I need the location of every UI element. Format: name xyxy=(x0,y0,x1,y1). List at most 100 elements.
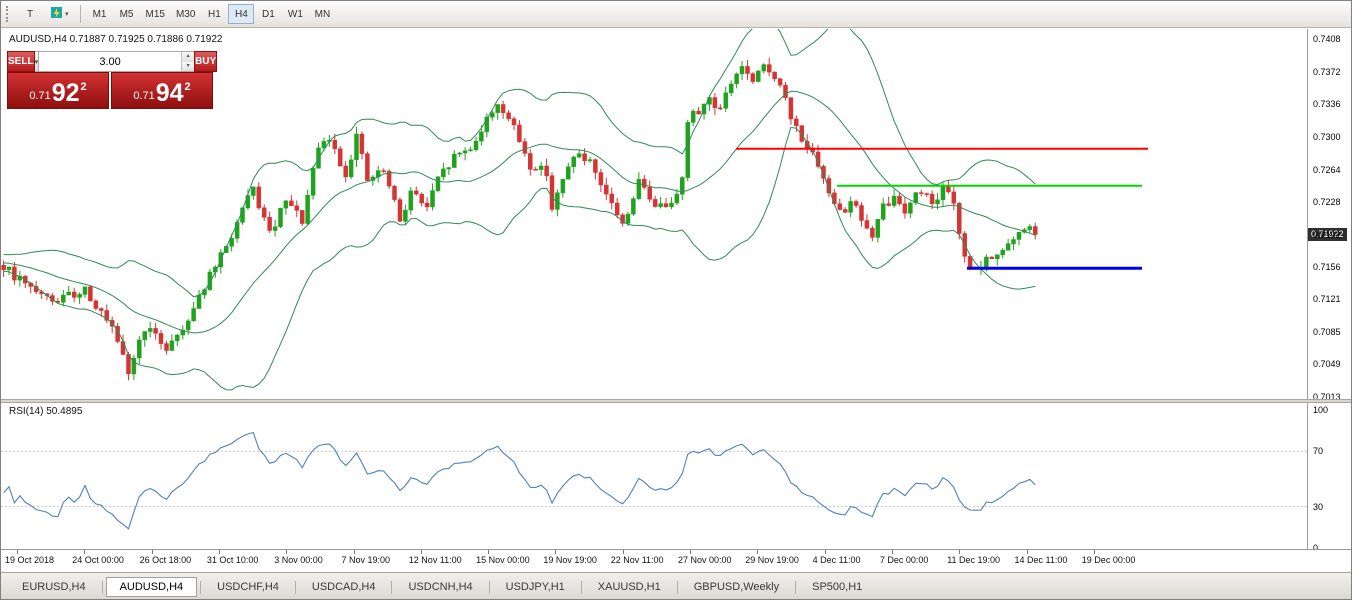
sell-price-big: 92 xyxy=(51,79,80,107)
price-axis-label: 0.7228 xyxy=(1313,197,1341,208)
rsi-axis-label: 0 xyxy=(1313,543,1319,553)
rsi-panel[interactable]: RSI(14) 50.4895 100 70 30 0 xyxy=(1,403,1351,553)
symbol-tab-usdcad-h4[interactable]: USDCAD,H4 xyxy=(311,581,376,593)
time-axis-label: 4 Dec 11:00 xyxy=(812,550,861,565)
tab-separator xyxy=(580,580,582,594)
time-axis-label: 7 Dec 00:00 xyxy=(879,550,929,565)
timeframe-button-m30[interactable]: M30 xyxy=(175,8,196,20)
text-tool-button[interactable]: T xyxy=(26,8,34,20)
drawing-tools-button[interactable]: ▾ xyxy=(45,4,74,24)
symbol-tab-gbpusd-weekly[interactable]: GBPUSD,Weekly xyxy=(693,581,780,593)
rsi-indicator-label: RSI(14) 50.4895 xyxy=(9,406,83,417)
sell-price-pipette: 2 xyxy=(80,81,87,93)
symbol-tab-usdchf-h4[interactable]: USDCHF,H4 xyxy=(217,581,279,593)
timeframe-button-d1[interactable]: D1 xyxy=(262,8,275,20)
timeframe-button-m1[interactable]: M1 xyxy=(92,8,107,20)
timeframe-button-h4[interactable]: H4 xyxy=(228,4,255,24)
rsi-line xyxy=(3,431,1036,530)
tab-separator xyxy=(391,580,393,594)
time-axis-label: 7 Nov 19:00 xyxy=(341,550,391,565)
price-chart-panel[interactable]: AUDUSD,H4 0.71887 0.71925 0.71886 0.7192… xyxy=(1,29,1351,402)
price-axis-label: 0.7156 xyxy=(1313,262,1341,273)
time-axis-label: 19 Dec 00:00 xyxy=(1081,550,1136,565)
one-click-trading-panel: SELL ▾ ▴ ▾ BUY 0.71 92 2 0.7 xyxy=(7,51,218,109)
timeframe-button-m15[interactable]: M15 xyxy=(145,8,165,20)
price-axis-label: 0.7372 xyxy=(1313,66,1341,77)
price-axis-label: 0.7085 xyxy=(1313,326,1341,337)
tab-separator xyxy=(101,580,103,594)
rsi-axis-label: 30 xyxy=(1313,501,1324,512)
price-axis-label: 0.7013 xyxy=(1313,392,1341,402)
timeframe-buttons: M1 M5 M15 M30 H1 H4 D1 W1 MN xyxy=(87,4,336,24)
candlesticks-layer xyxy=(1,57,1038,381)
rsi-axis-label: 70 xyxy=(1313,446,1324,457)
volume-down-button[interactable]: ▾ xyxy=(182,61,195,71)
time-axis-label: 15 Nov 00:00 xyxy=(476,550,530,565)
current-price-tag: 0.71922 xyxy=(1308,227,1347,241)
price-axis-label: 0.7300 xyxy=(1313,131,1341,142)
price-axis-label: 0.7121 xyxy=(1313,294,1341,305)
rsi-svg xyxy=(1,403,1351,549)
chart-ohlc-title: AUDUSD,H4 0.71887 0.71925 0.71886 0.7192… xyxy=(9,34,223,45)
volume-field: ▴ ▾ xyxy=(39,51,195,72)
symbol-tab-bar: EURUSD,H4 AUDUSD,H4 USDCHF,H4 USDCAD,H4 USDC… xyxy=(1,572,1351,599)
tab-separator xyxy=(294,580,296,594)
time-axis-label: 27 Nov 00:00 xyxy=(678,550,732,565)
buy-price-prefix: 0.71 xyxy=(133,90,155,102)
symbol-tab-sp500-h1[interactable]: SP500,H1 xyxy=(812,581,863,593)
volume-stepper: ▴ ▾ xyxy=(181,52,195,71)
buy-price-button[interactable]: 0.71 94 2 xyxy=(111,72,213,109)
symbol-tab-usdcnh-h4[interactable]: USDCNH,H4 xyxy=(408,581,473,593)
symbol-tab-audusd-h4[interactable]: AUDUSD,H4 xyxy=(105,577,198,597)
symbol-tab-eurusd-h4[interactable]: EURUSD,H4 xyxy=(22,581,86,593)
sell-price-prefix: 0.71 xyxy=(29,90,51,102)
timeframe-button-m5[interactable]: M5 xyxy=(119,8,134,20)
time-axis-label: 19 Nov 19:00 xyxy=(543,550,597,565)
bollinger-bands xyxy=(3,29,1036,391)
time-axis-label: 22 Nov 11:00 xyxy=(610,550,664,565)
toolbar-grip[interactable] xyxy=(6,6,10,22)
buy-price-big: 94 xyxy=(155,79,184,107)
price-axis-label: 0.7192 xyxy=(1313,229,1341,240)
price-axis: 0.71922 0.7408 0.7372 0.7336 0.7300 0.7264 0.… xyxy=(1307,29,1351,402)
panel-divider[interactable] xyxy=(1,399,1351,403)
drawing-tools-icon xyxy=(50,6,63,22)
sell-price-button[interactable]: 0.71 92 2 xyxy=(7,72,109,109)
time-axis: 19 Oct 2018 24 Oct 00:00 26 Oct 18:00 31 Oc… xyxy=(1,549,1351,572)
time-axis-label: 31 Oct 10:00 xyxy=(206,550,259,565)
price-axis-label: 0.7336 xyxy=(1313,99,1341,110)
toolbar: T ▾ M1 M5 M15 M30 H1 H4 D1 W1 MN xyxy=(1,1,1351,28)
buy-price-pipette: 2 xyxy=(184,81,191,93)
price-chart-svg[interactable] xyxy=(1,29,1351,399)
time-axis-label: 11 Dec 19:00 xyxy=(947,550,1001,565)
time-axis-label: 29 Nov 19:00 xyxy=(745,550,799,565)
volume-input[interactable] xyxy=(39,52,182,71)
price-axis-label: 0.7264 xyxy=(1313,164,1341,175)
timeframe-button-w1[interactable]: W1 xyxy=(287,8,303,20)
time-axis-label: 26 Oct 18:00 xyxy=(139,550,192,565)
time-axis-label: 24 Oct 00:00 xyxy=(72,550,124,565)
time-axis-label: 14 Dec 11:00 xyxy=(1014,550,1068,565)
rsi-axis: 100 70 30 0 xyxy=(1307,403,1351,553)
sell-button[interactable]: SELL xyxy=(7,51,35,72)
timeframe-button-mn[interactable]: MN xyxy=(314,8,331,20)
chart-layers xyxy=(1,29,1148,391)
toolbar-separator xyxy=(79,5,81,23)
time-axis-label: 12 Nov 11:00 xyxy=(408,550,462,565)
price-axis-label: 0.7049 xyxy=(1313,359,1341,370)
trade-settings-dropdown[interactable]: ▾ xyxy=(34,51,40,72)
timeframe-button-h1[interactable]: H1 xyxy=(208,8,221,20)
buy-button[interactable]: BUY xyxy=(194,51,218,72)
volume-up-button[interactable]: ▴ xyxy=(182,52,195,62)
time-axis-label: 19 Oct 2018 xyxy=(5,550,55,565)
symbol-tab-usdjpy-h1[interactable]: USDJPY,H1 xyxy=(505,581,565,593)
tab-separator xyxy=(795,580,797,594)
rsi-axis-label: 100 xyxy=(1313,405,1329,415)
chevron-down-icon: ▾ xyxy=(65,11,69,18)
tab-separator xyxy=(488,580,490,594)
price-axis-label: 0.7408 xyxy=(1313,34,1341,44)
symbol-tab-xauusd-h1[interactable]: XAUUSD,H1 xyxy=(597,581,661,593)
tab-separator xyxy=(200,580,202,594)
tab-separator xyxy=(676,580,678,594)
